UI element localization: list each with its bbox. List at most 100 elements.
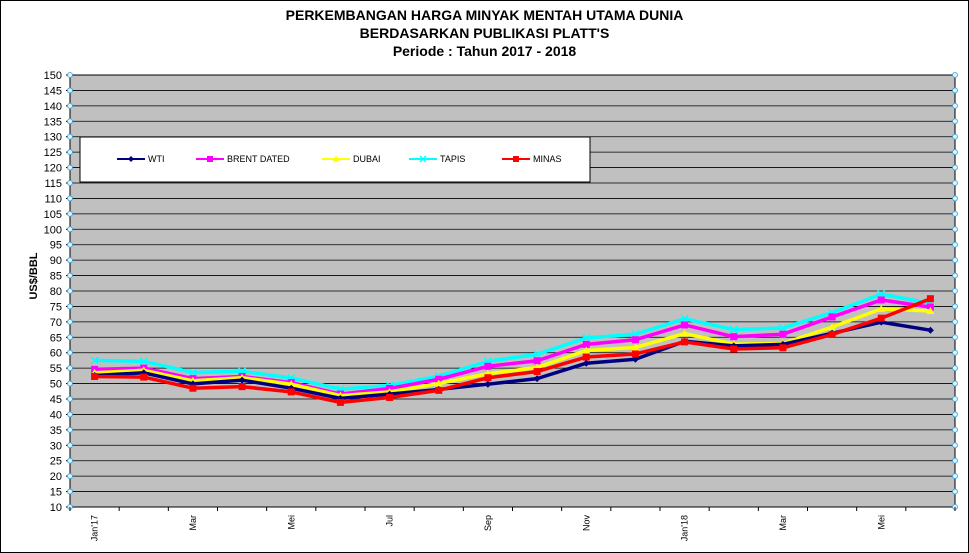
y-tick-label: 60 [50,348,62,360]
axis-handle-left [67,426,73,433]
axis-handle-left [67,380,73,387]
y-tick-label: 10 [50,502,62,514]
data-point-minas [238,383,246,391]
axis-handle-right [952,133,958,140]
data-point-tapis [582,333,591,342]
data-point-minas [631,350,639,358]
axis-handle-right [952,72,958,78]
data-point-dubai [434,379,443,387]
data-point-dubai [926,307,935,315]
axis-handle-right [952,241,958,248]
x-tick-label: Mar [778,515,788,531]
axis-handle-left [67,457,73,464]
chart-title-line-2: BERDASARKAN PUBLIKASI PLATT'S [359,25,610,41]
data-point-minas [484,374,492,382]
axis-handle-right [952,411,958,418]
data-point-minas [189,384,197,392]
series-line-tapis [94,292,931,391]
axis-handle-right [952,488,958,495]
axis-handle-right [952,396,958,402]
legend-label-dubai: DUBAI [353,154,381,164]
axis-handle-left [67,133,73,140]
axis-handle-right [952,102,958,109]
axis-handle-left [67,180,73,186]
data-point-brent-dated [926,303,934,311]
axis-handle-right [952,195,958,202]
data-point-minas [91,372,99,380]
axis-handle-left [67,349,73,356]
axis-handle-left [67,303,73,310]
y-tick-label: 25 [50,456,62,468]
legend-marker-brent-dated [207,156,213,162]
axis-handle-right [952,257,958,264]
axis-handle-left [67,164,73,171]
y-tick-label: 130 [44,132,62,144]
y-tick-label: 105 [44,209,62,221]
x-tick-label: Sep [483,515,493,531]
data-point-minas [877,314,885,322]
data-point-brent-dated [828,313,836,321]
data-point-wti [533,375,541,383]
axis-handle-right [952,87,958,94]
data-point-tapis [729,325,738,334]
y-tick-label: 110 [44,193,62,205]
x-tick-label: Nov [581,515,591,532]
data-point-brent-dated [582,340,590,348]
data-point-wti [238,376,246,384]
legend-label-brent-dated: BRENT DATED [227,154,290,164]
x-tick-label: Jan'17 [90,515,100,541]
axis-handle-right [952,442,958,449]
y-tick-label: 20 [50,471,62,483]
axis-handle-left [67,87,73,94]
axis-handle-left [67,257,73,264]
legend-label-minas: MINAS [533,154,562,164]
data-point-brent-dated [533,357,541,365]
legend-marker-tapis [419,155,427,163]
axis-handle-left [67,442,73,449]
legend-label-wti: WTI [148,154,165,164]
x-tick-label: Mei [286,515,296,530]
y-tick-label: 30 [50,440,62,452]
axis-handle-left [67,272,73,279]
axis-handle-right [952,180,958,186]
y-tick-label: 135 [44,116,62,128]
y-tick-label: 45 [50,394,62,406]
x-tick-label: Mar [188,515,198,531]
series-line-wti [94,320,931,401]
axis-handle-left [67,226,73,233]
data-point-minas [582,353,590,361]
axis-handle-right [952,380,958,387]
axis-handle-left [67,118,73,125]
chart-title-line-1: PERKEMBANGAN HARGA MINYAK MENTAH UTAMA D… [285,7,684,23]
data-point-dubai [631,343,640,351]
data-point-minas [926,295,934,303]
axis-handle-right [952,473,958,480]
data-point-dubai [680,329,689,337]
y-tick-label: 55 [50,363,62,375]
x-tick-label: Jul [385,515,395,527]
data-point-minas [730,345,738,353]
y-tick-label: 70 [50,317,62,329]
data-point-dubai [582,346,591,354]
y-tick-label: 125 [44,147,62,159]
data-point-minas [779,344,787,352]
chart-title-line-3: Periode : Tahun 2017 - 2018 [392,43,577,59]
data-point-minas [681,338,689,346]
data-point-brent-dated [779,330,787,338]
data-point-minas [435,386,443,394]
y-tick-label: 85 [50,271,62,283]
axis-handle-right [952,149,958,156]
data-point-minas [140,373,148,381]
axis-handle-right [952,334,958,341]
axis-handle-right [952,210,958,217]
axis-handle-right [952,272,958,279]
y-tick-label: 15 [50,487,62,499]
data-point-minas [287,388,295,396]
y-tick-label: 35 [50,425,62,437]
axis-handle-right [952,457,958,464]
data-point-tapis [778,323,787,333]
axis-handle-left [67,411,73,418]
data-point-wti [582,359,590,367]
y-tick-label: 80 [50,286,62,298]
